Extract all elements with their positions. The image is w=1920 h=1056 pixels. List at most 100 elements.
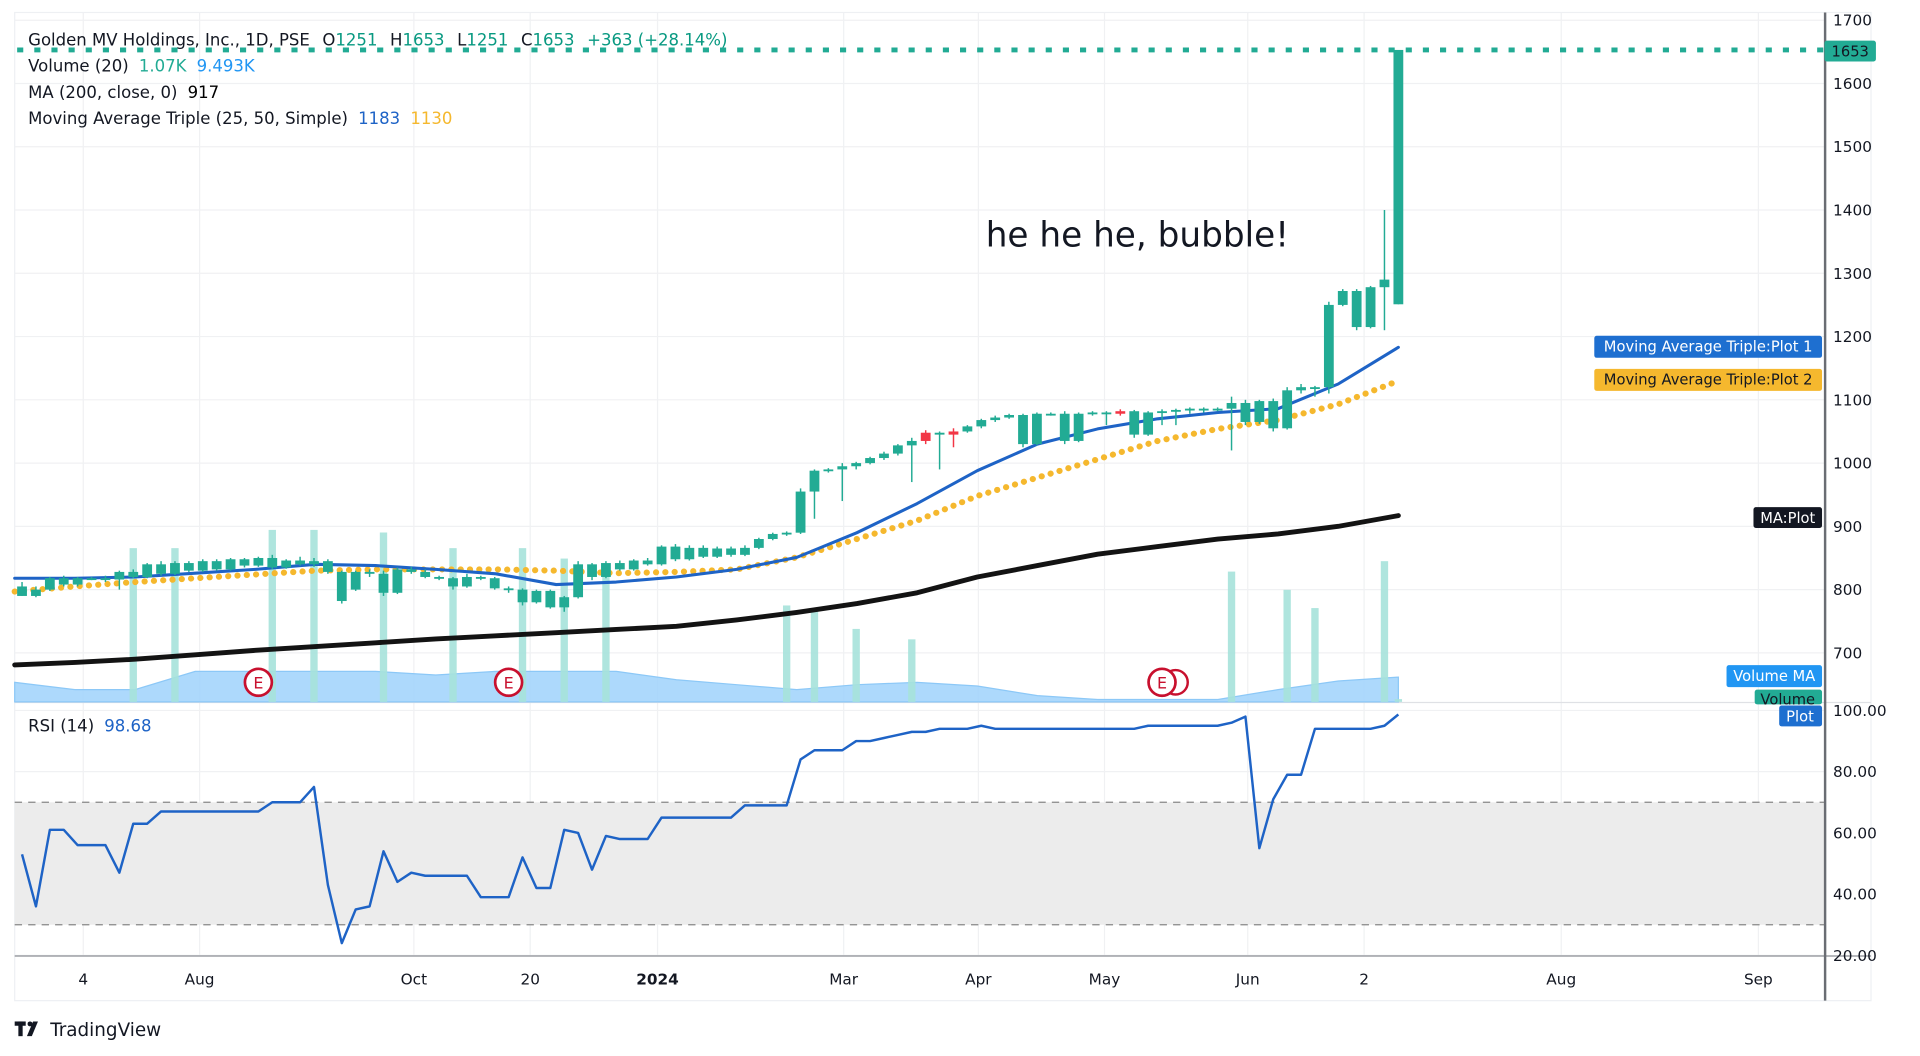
candle-body [1296,387,1306,391]
candle-body [267,557,278,568]
candle-body [1045,413,1056,416]
low-label: L [457,31,467,50]
candle-body [309,561,319,565]
rsi-axis[interactable]: 100.00 80.00 60.00 40.00 20.00 [1833,702,1887,965]
time-axis[interactable]: 4 Aug Oct 20 2024 Mar Apr May Jun 2 Aug Sep [78,971,1772,989]
earnings-marker-icon [243,667,274,698]
rsi-path [20,713,1400,945]
candle-body [851,463,862,467]
legend-symbol: Golden MV Holdings, Inc., 1D, PSE [28,31,310,50]
earnings-marker-label: E [253,673,263,692]
candle-body [1240,402,1251,422]
candle-body [795,491,806,533]
time-tick-label: Oct [401,971,427,989]
volume-bar [1227,571,1236,702]
ma-triple-label: Moving Average Triple (25, 50, Simple) [28,109,348,128]
volume-ma-tag-text: Volume MA [1733,668,1815,685]
legend-ma[interactable]: MA (200, close, 0) 917 [28,83,219,102]
price-axis[interactable]: 1700 1600 1500 1400 1300 1200 1100 1000 900 800 70… [1833,12,1872,663]
candle-body [628,560,639,570]
rsi-band [14,802,1825,925]
candle-body [1212,408,1223,411]
candle-body [281,560,292,568]
legend-volume[interactable]: Volume (20) 1.07K 9.493K [28,56,256,75]
candle-body [336,571,347,602]
price-tick-label: 1700 [1833,12,1872,30]
candle-body [183,563,194,571]
volume-tag-text: Volume [1760,691,1815,708]
candle-body [545,590,556,608]
volume-bar [908,639,916,702]
candle-body [197,561,208,571]
candle-body [962,426,973,432]
volume-ma-tag [1726,665,1823,688]
candle-body [225,559,236,570]
last-price-tag [1824,40,1876,62]
candle-body [601,563,611,577]
ma-tag-text: MA:Plot [1760,510,1815,527]
candle-body [350,571,361,590]
candle-body [86,578,97,581]
rsi-tick-label: 100.00 [1833,702,1887,720]
legend-rsi[interactable]: RSI (14) 98.68 [28,716,151,735]
candle-body [1365,287,1376,328]
candle-body [879,453,889,459]
change-value: +363 (+28.14%) [587,31,727,50]
candle-body [1073,413,1084,441]
candle-body [865,458,875,464]
open-label: O [322,31,335,50]
ma200-path [12,513,1401,668]
candle-body [1087,412,1098,415]
candle-body [475,576,486,579]
candle-body [517,589,528,603]
tradingview-icon [14,1021,38,1037]
annotation-text[interactable]: he he he, bubble! [986,215,1289,255]
candle-body [100,578,111,581]
volume-bar [1394,699,1403,702]
candle-body [1198,408,1209,411]
candle-body [823,469,834,472]
candle-body [114,571,125,580]
high-label: H [390,31,402,50]
candle-body [1226,402,1237,409]
candle-body [295,560,305,565]
candle-body [462,576,472,587]
ma50-line [11,377,1402,595]
candle-body [531,590,542,603]
time-tick-label: Aug [1546,971,1576,989]
candle-body [44,578,55,590]
candle-body [503,588,514,591]
candle-body [170,563,180,574]
price-tick-label: 900 [1833,518,1862,536]
candle-body [1171,409,1181,412]
candle-body [364,571,375,574]
candle-body [906,440,917,446]
candle-body [489,578,500,589]
ma-label: MA (200, close, 0) [28,83,177,102]
close-label: C [521,31,533,50]
tradingview-logo[interactable]: TradingView [14,1020,161,1041]
high-value: 1653 [402,31,444,50]
candle-body [156,564,166,574]
candle-body [1351,290,1362,328]
candle-body [1393,49,1404,305]
candle-body [559,597,570,608]
legend-ma-triple[interactable]: Moving Average Triple (25, 50, Simple) 1… [28,109,452,128]
volume-bar [518,548,527,702]
rsi-tick-label: 60.00 [1833,824,1877,842]
volume-bar [1380,561,1389,702]
time-tick-label: 2024 [636,971,679,989]
price-tick-label: 1200 [1833,328,1872,346]
price-tick-label: 1300 [1833,265,1872,283]
candle-body [72,578,83,585]
candle-body [587,564,597,577]
candle-body [1268,401,1279,429]
candle-body [420,571,431,577]
time-tick-label: May [1089,971,1121,989]
candle-body [767,533,778,540]
low-value: 1251 [466,31,508,50]
volume-ma-area [14,670,1399,703]
time-tick-label: 4 [78,971,88,989]
time-tick-label: 2 [1359,971,1369,989]
